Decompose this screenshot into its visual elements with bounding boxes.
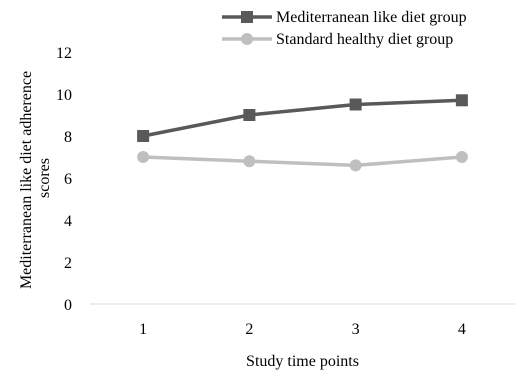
data-point	[349, 98, 362, 111]
y-axis-ticks: 0 2 4 6 8 10 12	[56, 45, 72, 314]
data-point	[349, 159, 362, 172]
x-tick-label: 4	[458, 321, 466, 338]
data-point	[455, 94, 468, 107]
series-line	[143, 155, 463, 168]
y-tick-label: 0	[64, 297, 72, 314]
legend-label: Mediterranean like diet group	[276, 9, 467, 26]
series-2	[137, 151, 468, 172]
x-tick-label: 2	[245, 321, 253, 338]
y-tick-label: 8	[64, 129, 72, 146]
y-tick-label: 12	[56, 45, 72, 62]
y-axis-title-line-2: scores	[36, 158, 53, 198]
y-tick-label: 4	[64, 213, 72, 230]
data-point	[243, 155, 256, 168]
y-axis-title-line-1: Mediterranean like diet adherence	[18, 71, 35, 289]
y-tick-label: 10	[56, 87, 72, 104]
x-axis-ticks: 1 2 3 4	[139, 321, 466, 338]
x-tick-label: 3	[352, 321, 360, 338]
legend-item: Standard healthy diet group	[222, 31, 453, 48]
legend-item: Mediterranean like diet group	[222, 9, 467, 26]
y-tick-label: 6	[64, 171, 72, 188]
x-tick-label: 1	[139, 321, 147, 338]
y-tick-label: 2	[64, 255, 72, 272]
data-point	[455, 151, 468, 163]
legend-marker	[241, 11, 253, 23]
series-line	[142, 98, 462, 138]
data-point	[137, 151, 150, 163]
legend: Mediterranean like diet group Standard he…	[222, 9, 467, 48]
data-point	[137, 130, 150, 142]
x-axis-title: Study time points	[246, 353, 359, 370]
legend-label: Standard healthy diet group	[276, 31, 453, 48]
legend-marker	[241, 33, 253, 45]
series-1	[137, 94, 468, 142]
y-axis-title: Mediterranean like diet adherence scores	[18, 67, 53, 289]
series-group	[137, 94, 468, 172]
data-point	[243, 109, 256, 121]
